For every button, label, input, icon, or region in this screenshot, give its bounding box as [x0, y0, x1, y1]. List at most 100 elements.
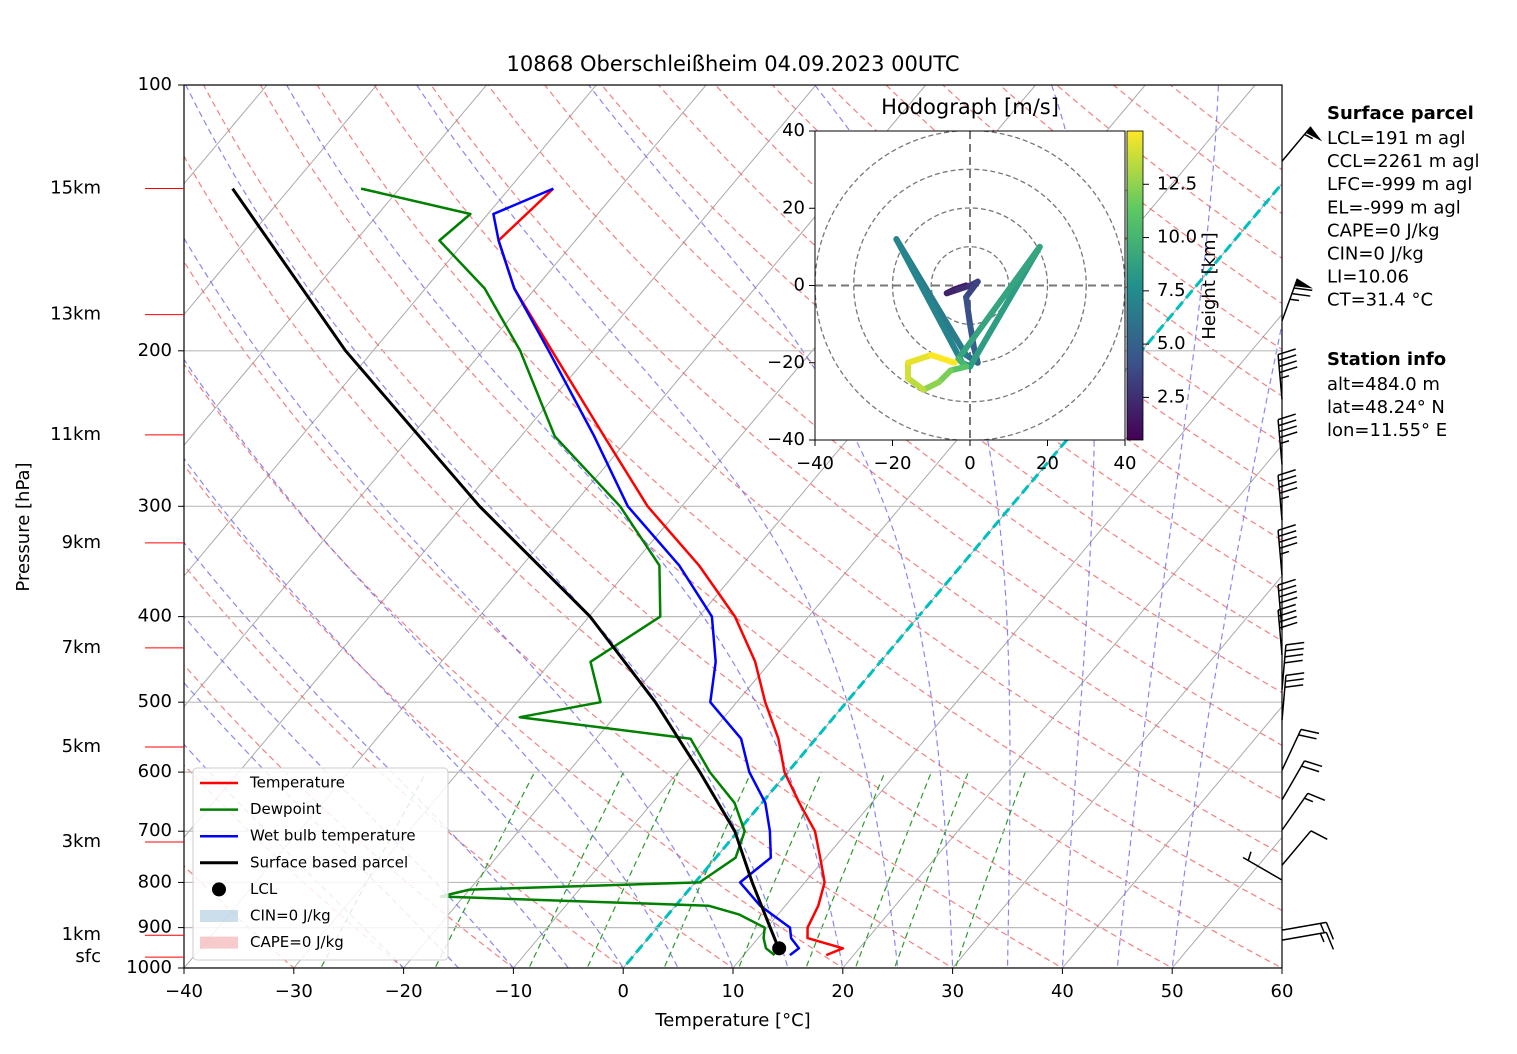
- hodo-x-tick-label: −20: [874, 453, 912, 474]
- barb-full: [1277, 413, 1296, 421]
- colorbar-tick-label: 2.5: [1157, 386, 1186, 407]
- barb-full: [1278, 480, 1297, 488]
- wind-barb: [1277, 578, 1298, 630]
- hodograph: Hodograph [m/s] Height [km] −40 −20 0 20 40 −…: [767, 95, 1220, 474]
- moist-adiabat: [184, 615, 515, 968]
- info-line: CCL=2261 m agl: [1327, 151, 1480, 172]
- barb-staff: [1281, 792, 1309, 831]
- x-tick-label: −40: [165, 981, 203, 1002]
- wind-barb: [1281, 278, 1313, 322]
- wind-barb: [1242, 851, 1283, 881]
- profile-line: [497, 187, 845, 957]
- barb-staff: [1281, 644, 1287, 690]
- profile-line: [360, 187, 776, 957]
- hodograph-plot: [815, 131, 1125, 440]
- info-line: EL=-999 m agl: [1327, 197, 1461, 218]
- hodo-y-tick-label: 20: [782, 197, 805, 218]
- height-label: 13km: [50, 304, 101, 325]
- barb-staff: [1281, 830, 1312, 866]
- barb-flag: [1305, 126, 1323, 142]
- info-line: LFC=-999 m agl: [1327, 174, 1472, 195]
- x-tick-label: −30: [275, 981, 313, 1002]
- mixing-ratio-line: [805, 771, 886, 968]
- barb-staff: [1281, 729, 1302, 771]
- y-tick-label: 600: [138, 761, 172, 782]
- info-line: lat=48.24° N: [1327, 397, 1445, 418]
- barb-full: [1279, 596, 1298, 604]
- barb-staff: [1281, 278, 1299, 322]
- isotherm: [184, 85, 707, 708]
- info-line: LI=10.06: [1327, 267, 1409, 288]
- barb-staff: [1277, 354, 1283, 400]
- moist-adiabat: [1116, 85, 1220, 968]
- legend-label: Wet bulb temperature: [250, 827, 416, 845]
- dry-adiabat: [259, 85, 1282, 968]
- hodo-y-tick-label: −20: [767, 352, 805, 373]
- dry-adiabat: [373, 85, 1282, 855]
- hodograph-segment: [928, 352, 958, 366]
- colorbar-label: Height [km]: [1199, 232, 1220, 339]
- profile-line: [492, 187, 801, 957]
- barb-half: [1279, 374, 1290, 380]
- barb-full: [1304, 760, 1323, 768]
- barb-full: [1325, 922, 1335, 940]
- barb-half: [1319, 933, 1325, 943]
- barb-full: [1285, 678, 1304, 683]
- chart-title: 10868 Oberschleißheim 04.09.2023 00UTC: [507, 52, 960, 76]
- mixing-ratio-line: [854, 771, 932, 968]
- barb-full: [1307, 792, 1326, 802]
- hodograph-title: Hodograph [m/s]: [881, 95, 1059, 119]
- barb-half: [1304, 797, 1314, 803]
- wind-barb: [1281, 760, 1323, 801]
- wind-barb: [1281, 931, 1335, 950]
- moist-adiabat: [184, 358, 679, 968]
- barb-staff: [1281, 931, 1327, 941]
- hodograph-segment: [963, 294, 973, 328]
- barb-full: [1279, 541, 1298, 549]
- barb-full: [1278, 615, 1297, 623]
- barb-full: [1277, 603, 1296, 611]
- legend-swatch: [200, 936, 238, 949]
- x-tick-label: −20: [385, 981, 423, 1002]
- barb-half: [1289, 298, 1300, 302]
- barb-full: [1293, 287, 1313, 292]
- plot-area: [184, 85, 1282, 968]
- barb-full: [1278, 530, 1297, 538]
- height-label: 15km: [50, 178, 101, 199]
- moist-adiabat: [1171, 321, 1282, 968]
- wind-barb: [1277, 603, 1298, 655]
- hodograph-segment: [963, 278, 981, 301]
- height-label: 7km: [62, 637, 101, 658]
- barb-full: [1278, 474, 1297, 482]
- barb-half: [1247, 851, 1252, 861]
- barb-full: [1278, 354, 1297, 362]
- height-label: 9km: [62, 532, 101, 553]
- barb-full: [1278, 590, 1297, 598]
- barb-staff: [1281, 921, 1327, 931]
- y-tick-label: 700: [138, 820, 172, 841]
- dry-adiabat: [316, 85, 1282, 912]
- isotherm: [184, 85, 488, 446]
- moist-adiabat: [1050, 85, 1096, 968]
- colorbar-tick-label: 10.0: [1157, 227, 1197, 248]
- barb-full: [1279, 366, 1298, 374]
- mixing-ratio-line: [954, 771, 1026, 968]
- legend: Temperature Dewpoint Wet bulb temperature S…: [192, 767, 449, 961]
- barb-full: [1279, 486, 1298, 494]
- lcl-point: [772, 941, 787, 956]
- barb-full: [1278, 609, 1297, 617]
- barb-full: [1285, 647, 1304, 652]
- barb-full: [1310, 830, 1328, 840]
- barb-half: [1279, 550, 1290, 555]
- legend-label: LCL: [250, 880, 278, 898]
- profile-line: [231, 187, 782, 953]
- moist-adiabat: [184, 457, 624, 968]
- dry-adiabat: [184, 363, 844, 968]
- colorbar-tick-label: 5.0: [1157, 333, 1186, 354]
- dry-adiabat: [184, 464, 735, 968]
- x-tick-label: 40: [1051, 981, 1074, 1002]
- height-label: sfc: [75, 946, 101, 967]
- barb-full: [1301, 765, 1320, 773]
- isotherm: [184, 85, 597, 577]
- mixing-ratio-line: [737, 771, 823, 968]
